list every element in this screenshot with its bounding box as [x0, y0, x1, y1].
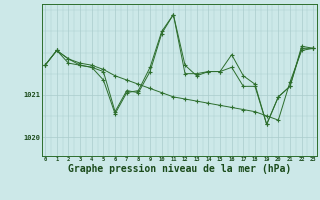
X-axis label: Graphe pression niveau de la mer (hPa): Graphe pression niveau de la mer (hPa): [68, 164, 291, 174]
